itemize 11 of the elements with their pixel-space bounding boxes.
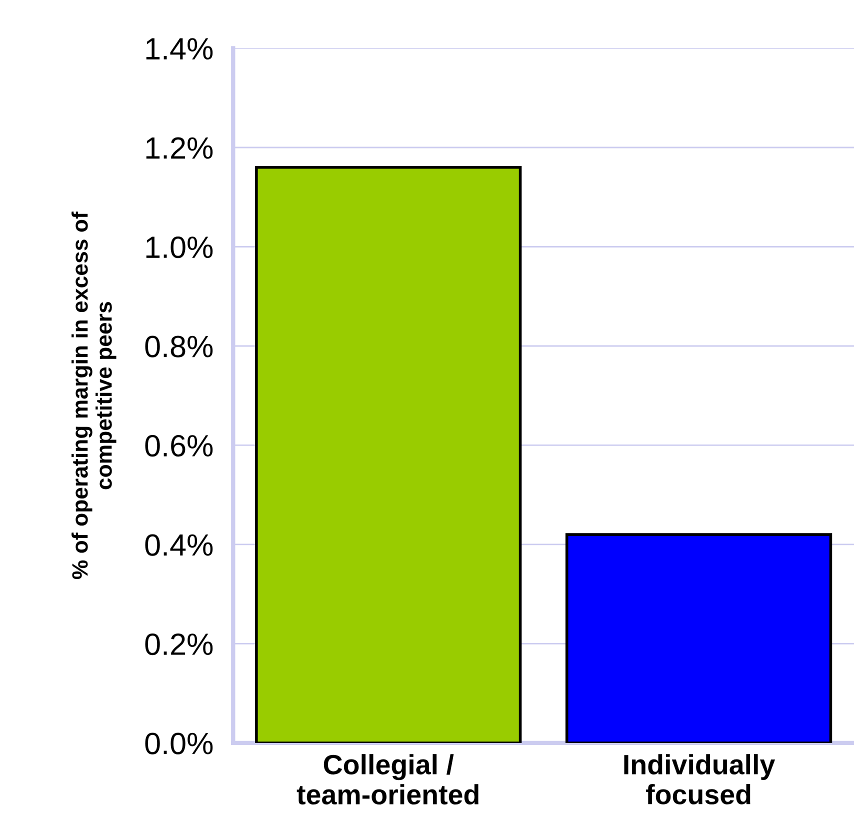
y-tick-label: 0.2% xyxy=(145,633,213,656)
x-tick-label: Collegial / team-oriented xyxy=(296,754,478,805)
y-tick-label: 1.2% xyxy=(146,137,213,159)
y-tick-label: 0.8% xyxy=(145,336,213,358)
y-tick-label: 0.6% xyxy=(145,434,213,457)
y-tick-label: 0.4% xyxy=(145,534,213,556)
y-tick-label: 1.4% xyxy=(146,38,213,60)
y-tick-label: 1.0% xyxy=(146,236,213,258)
y-tick-label: 0.0% xyxy=(145,732,213,754)
x-tick-label: Individually focused xyxy=(624,754,776,804)
y-axis-title: % of operating margin in excess of competitive peers xyxy=(72,212,116,580)
